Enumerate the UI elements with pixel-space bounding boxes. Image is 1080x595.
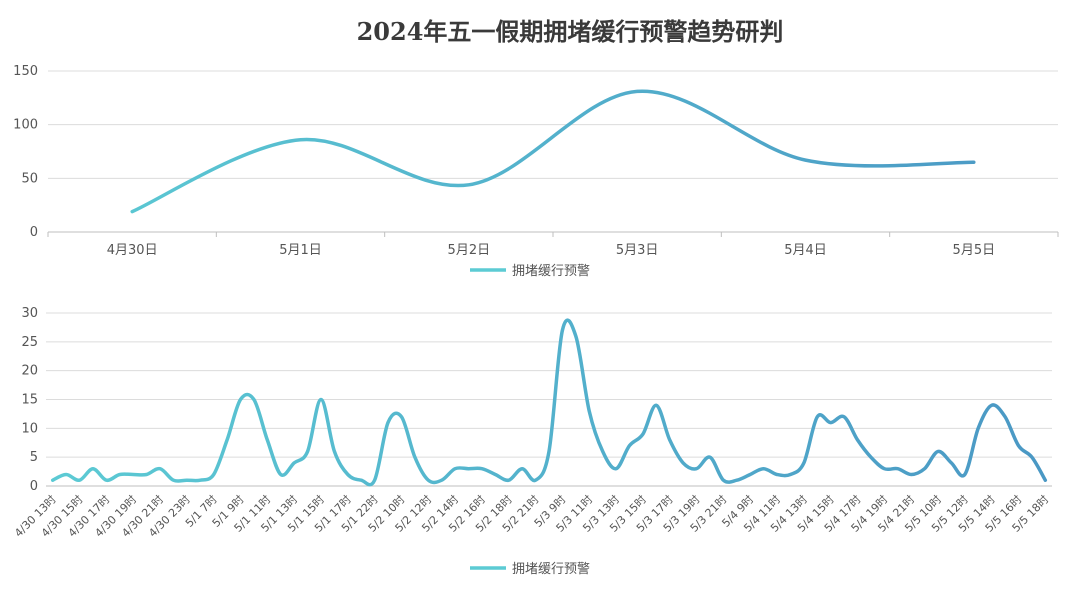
- series-line: [130, 89, 976, 214]
- x-tick-label: 5月1日: [279, 243, 322, 258]
- x-tick-label: 5月2日: [448, 243, 491, 258]
- y-tick-label: 0: [30, 479, 38, 494]
- y-tick-label: 150: [13, 64, 38, 79]
- y-tick-label: 25: [21, 335, 38, 350]
- series-line: [50, 318, 1048, 487]
- x-tick-label: 5月4日: [784, 243, 827, 258]
- y-tick-label: 15: [21, 393, 38, 408]
- legend-label: 拥堵缓行预警: [512, 263, 590, 279]
- y-tick-label: 10: [21, 421, 38, 436]
- x-tick-label: 5月3日: [616, 243, 659, 258]
- y-tick-label: 5: [30, 450, 38, 465]
- x-tick-label: 4月30日: [107, 243, 158, 258]
- x-tick-label: 5月5日: [953, 243, 996, 258]
- y-tick-label: 50: [21, 171, 38, 186]
- y-tick-label: 100: [13, 118, 38, 133]
- legend-label: 拥堵缓行预警: [512, 561, 590, 577]
- y-tick-label: 0: [30, 225, 38, 240]
- y-tick-label: 20: [21, 364, 38, 379]
- chart-title: 2024年五一假期拥堵缓行预警趋势研判: [357, 17, 784, 46]
- y-tick-label: 30: [21, 306, 38, 321]
